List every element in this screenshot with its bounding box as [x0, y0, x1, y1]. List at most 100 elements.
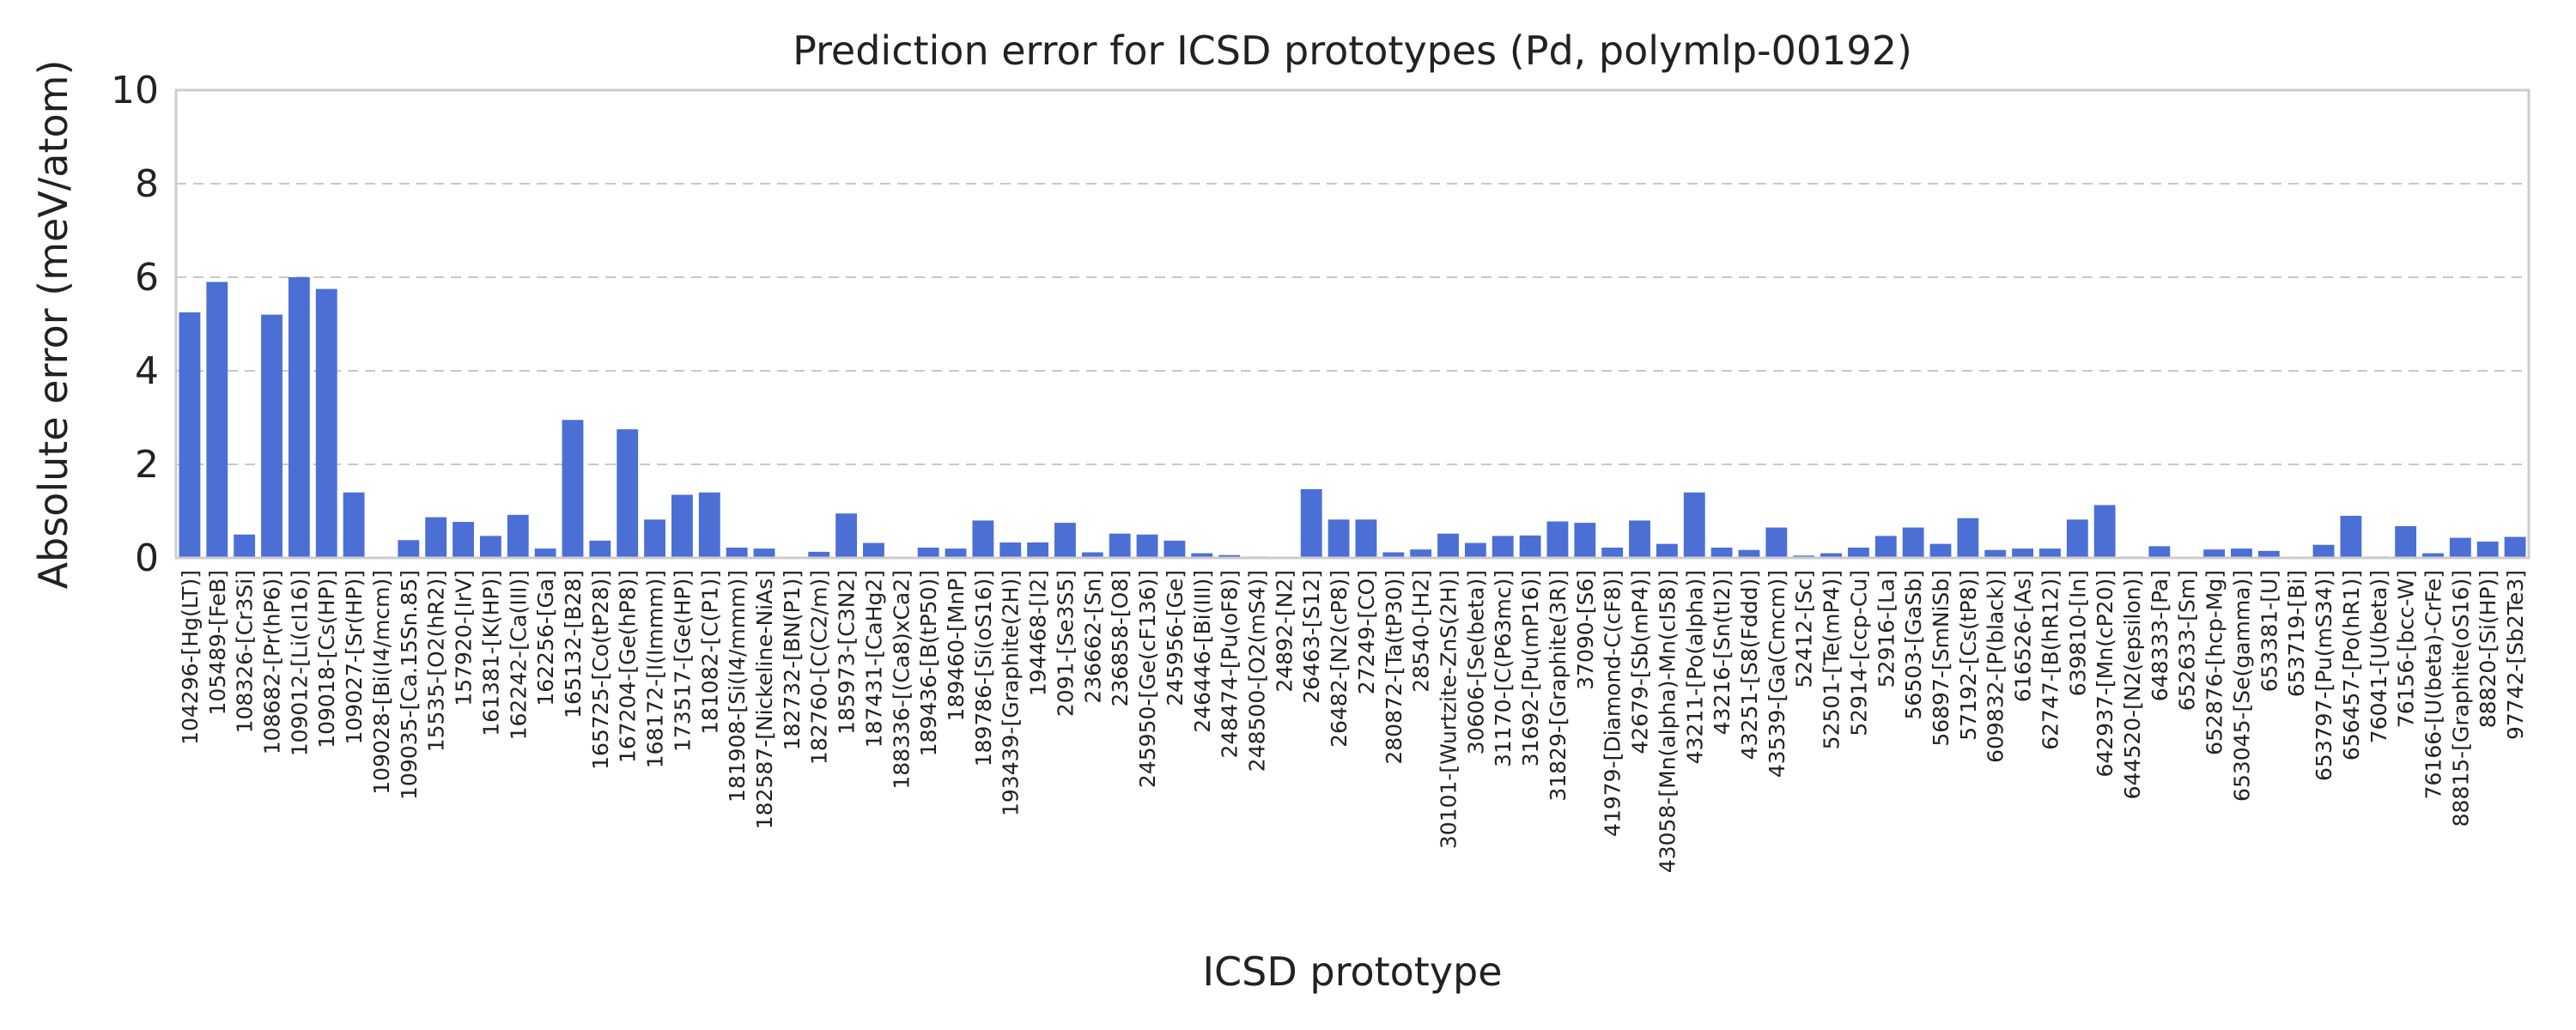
x-tick-label: 194468-[I2]	[1026, 570, 1051, 696]
bar	[917, 548, 939, 558]
bar	[1163, 540, 1186, 558]
bar	[1136, 534, 1158, 558]
bar	[1109, 533, 1131, 558]
bar	[1355, 519, 1377, 558]
bar	[1683, 492, 1705, 558]
bars	[179, 277, 2526, 558]
bar	[808, 551, 830, 558]
x-tick-label: 189786-[Si(oS16)]	[971, 570, 996, 766]
x-tick-label: 189460-[MnP]	[944, 570, 969, 721]
bar	[1820, 553, 1842, 558]
x-tick-label: 245950-[Ge(cF136)]	[1135, 570, 1160, 788]
x-tick-label: 2091-[Se3S5]	[1053, 570, 1078, 717]
bar	[2231, 548, 2252, 558]
bar	[2312, 544, 2335, 558]
bar	[2066, 519, 2088, 558]
bar	[835, 513, 858, 558]
bar	[206, 282, 228, 558]
x-tick-label: 652633-[Sm]	[2175, 570, 2200, 711]
x-tick-label: 185973-[C3N2]	[835, 570, 860, 735]
x-tick-label: 639810-[In]	[2065, 570, 2090, 696]
x-tick-label: 76156-[bcc-W]	[2394, 570, 2419, 728]
x-tick-label: 653719-[Bi]	[2284, 570, 2309, 697]
bar	[589, 540, 611, 558]
x-tick-label: 642937-[Mn(cP20)]	[2093, 570, 2117, 778]
x-tick-label: 187431-[CaHg2]	[861, 570, 886, 748]
bar	[2476, 541, 2499, 558]
x-tick-label: 182732-[BN(P1)]	[780, 570, 805, 750]
bar	[2012, 548, 2034, 558]
bar	[343, 492, 365, 558]
x-tick-label: 181082-[C(P1)]	[697, 570, 722, 735]
x-tick-label: 109018-[Cs(HP)]	[314, 570, 339, 748]
x-tick-label: 188336-[(Ca8)xCa2]	[889, 570, 914, 790]
x-tick-label: 161381-[K(HP)]	[478, 570, 503, 736]
bar	[671, 494, 693, 558]
x-tick-label: 43058-[Mn(alpha)-Mn(cI58)]	[1655, 570, 1680, 873]
bar	[1191, 553, 1213, 558]
x-tick-label: 76041-[U(beta)]	[2366, 570, 2391, 743]
x-tick-label: 248474-[Pu(oF8)]	[1218, 570, 1242, 759]
x-tick-label: 246446-[Bi(III)]	[1190, 570, 1215, 733]
x-tick-label: 52914-[ccp-Cu]	[1846, 570, 1871, 736]
bar	[1601, 548, 1624, 558]
bar	[1765, 527, 1788, 558]
bar	[2395, 525, 2417, 558]
x-tick-label: 109027-[Sr(HP)]	[342, 570, 367, 745]
x-tick-label: 37090-[S6]	[1573, 570, 1598, 690]
bar	[863, 542, 884, 558]
x-tick-label: 656457-[Po(hR1)]	[2339, 570, 2364, 760]
x-tick-label: 52916-[La]	[1874, 570, 1899, 688]
x-tick-label: 24892-[N2]	[1272, 570, 1297, 693]
x-tick-label: 43539-[Ga(Cmcm)]	[1765, 570, 1789, 778]
bar	[1929, 543, 1952, 558]
x-tick-label: 62747-[B(hR12)]	[2038, 570, 2063, 750]
x-tick-label: 31829-[Graphite(3R)]	[1546, 570, 1571, 802]
x-tick-label: 108326-[Cr3Si]	[233, 570, 258, 733]
x-tick-label: 26463-[S12]	[1299, 570, 1324, 704]
x-tick-label: 157920-[IrV]	[452, 570, 477, 706]
bar	[1574, 523, 1596, 558]
bar	[945, 548, 967, 558]
bar	[698, 492, 720, 558]
x-tick-label: 181908-[Si(I4/mmm)]	[725, 570, 750, 803]
x-tick-label: 644520-[N2(epsilon)]	[2120, 570, 2145, 799]
bar	[1492, 536, 1514, 558]
y-tick-label: 8	[135, 162, 159, 206]
bar	[1218, 554, 1241, 558]
x-tick-label: 88820-[Si(HP)]	[2476, 570, 2500, 728]
x-tick-label: 165132-[B28]	[561, 570, 586, 718]
x-tick-label: 165725-[Co(tP28)]	[588, 570, 613, 770]
bar	[2422, 553, 2444, 558]
bar	[534, 548, 556, 558]
x-tick-label: 52501-[Te(mP4)]	[1820, 570, 1844, 749]
x-tick-label: 57192-[Cs(tP8)]	[1956, 570, 1981, 741]
bar	[1984, 549, 2007, 558]
bar	[2093, 505, 2116, 558]
x-tick-label: 245956-[Ge]	[1163, 570, 1188, 706]
x-tick-label: 27249-[CO]	[1354, 570, 1379, 694]
bar	[1054, 523, 1076, 558]
bar	[288, 277, 310, 558]
y-tick-label: 0	[135, 536, 159, 580]
x-tick-label: 56503-[GaSb]	[1901, 570, 1926, 720]
bar	[617, 429, 639, 558]
x-tick-label: 31692-[Pu(mP16)]	[1518, 570, 1543, 766]
x-tick-label: 15535-[O2(hR2)]	[424, 570, 449, 752]
bar	[2504, 536, 2526, 558]
x-tick-label: 26482-[N2(cP8)]	[1327, 570, 1352, 748]
x-tick-label: 56897-[SmNiSb]	[1929, 570, 1953, 747]
bar	[1410, 549, 1432, 558]
x-tick-label: 109035-[Ca.15Sn.85]	[397, 570, 422, 800]
bar	[1464, 542, 1486, 558]
bar	[1081, 552, 1103, 558]
bar	[562, 420, 584, 558]
bar	[1382, 552, 1405, 558]
y-tick-labels: 0 2 4 6 8 10	[111, 69, 159, 580]
y-tick-label: 6	[135, 256, 159, 300]
x-tick-label: 30606-[Se(beta)]	[1463, 570, 1488, 754]
x-tick-label: 189436-[B(tP50)]	[916, 570, 941, 756]
bar	[972, 520, 994, 558]
x-tick-label: 162256-[Ga]	[533, 570, 558, 706]
